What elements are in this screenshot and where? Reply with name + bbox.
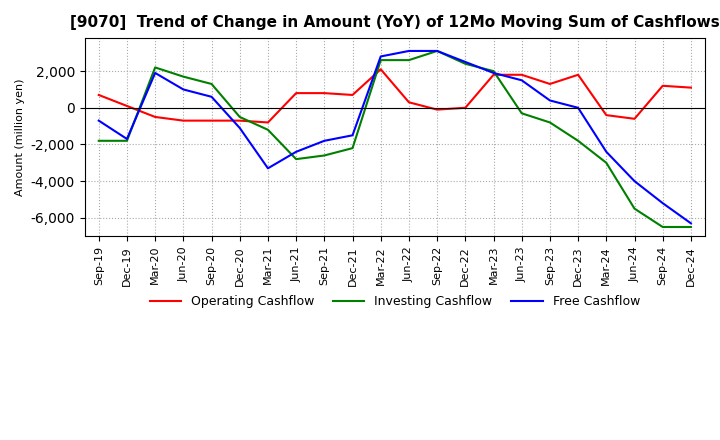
Free Cashflow — [292, 149, 300, 154]
Investing Cashflow — [489, 69, 498, 74]
Investing Cashflow — [461, 61, 469, 66]
Free Cashflow — [546, 98, 554, 103]
Free Cashflow — [207, 94, 216, 99]
Y-axis label: Amount (million yen): Amount (million yen) — [15, 78, 25, 196]
Free Cashflow — [150, 70, 159, 76]
Operating Cashflow — [405, 99, 413, 105]
Free Cashflow — [264, 166, 272, 171]
Investing Cashflow — [405, 58, 413, 63]
Investing Cashflow — [264, 127, 272, 132]
Operating Cashflow — [235, 118, 244, 123]
Investing Cashflow — [94, 138, 103, 143]
Free Cashflow — [630, 179, 639, 184]
Investing Cashflow — [377, 58, 385, 63]
Investing Cashflow — [348, 146, 357, 151]
Operating Cashflow — [94, 92, 103, 98]
Free Cashflow — [405, 48, 413, 54]
Investing Cashflow — [630, 206, 639, 211]
Free Cashflow — [235, 125, 244, 131]
Operating Cashflow — [320, 91, 328, 96]
Investing Cashflow — [658, 224, 667, 230]
Investing Cashflow — [292, 157, 300, 162]
Operating Cashflow — [546, 81, 554, 87]
Operating Cashflow — [461, 105, 469, 110]
Investing Cashflow — [179, 74, 188, 79]
Free Cashflow — [489, 70, 498, 76]
Free Cashflow — [602, 149, 611, 154]
Free Cashflow — [122, 136, 131, 142]
Operating Cashflow — [292, 91, 300, 96]
Legend: Operating Cashflow, Investing Cashflow, Free Cashflow: Operating Cashflow, Investing Cashflow, … — [145, 290, 645, 313]
Free Cashflow — [574, 105, 582, 110]
Operating Cashflow — [518, 72, 526, 77]
Operating Cashflow — [207, 118, 216, 123]
Operating Cashflow — [377, 66, 385, 72]
Free Cashflow — [377, 54, 385, 59]
Operating Cashflow — [630, 116, 639, 121]
Free Cashflow — [179, 87, 188, 92]
Operating Cashflow — [150, 114, 159, 120]
Operating Cashflow — [122, 103, 131, 109]
Free Cashflow — [461, 59, 469, 65]
Investing Cashflow — [433, 48, 441, 54]
Operating Cashflow — [264, 120, 272, 125]
Investing Cashflow — [602, 160, 611, 165]
Free Cashflow — [94, 118, 103, 123]
Operating Cashflow — [179, 118, 188, 123]
Operating Cashflow — [602, 113, 611, 118]
Operating Cashflow — [489, 72, 498, 77]
Investing Cashflow — [546, 120, 554, 125]
Investing Cashflow — [122, 138, 131, 143]
Free Cashflow — [433, 48, 441, 54]
Investing Cashflow — [687, 224, 696, 230]
Free Cashflow — [687, 221, 696, 226]
Line: Operating Cashflow: Operating Cashflow — [99, 69, 691, 122]
Investing Cashflow — [150, 65, 159, 70]
Title: [9070]  Trend of Change in Amount (YoY) of 12Mo Moving Sum of Cashflows: [9070] Trend of Change in Amount (YoY) o… — [70, 15, 720, 30]
Investing Cashflow — [518, 110, 526, 116]
Free Cashflow — [658, 201, 667, 206]
Investing Cashflow — [207, 81, 216, 87]
Operating Cashflow — [658, 83, 667, 88]
Operating Cashflow — [574, 72, 582, 77]
Operating Cashflow — [348, 92, 357, 98]
Operating Cashflow — [687, 85, 696, 90]
Line: Free Cashflow: Free Cashflow — [99, 51, 691, 224]
Free Cashflow — [320, 138, 328, 143]
Investing Cashflow — [320, 153, 328, 158]
Investing Cashflow — [574, 138, 582, 143]
Line: Investing Cashflow: Investing Cashflow — [99, 51, 691, 227]
Operating Cashflow — [433, 107, 441, 112]
Investing Cashflow — [235, 114, 244, 120]
Free Cashflow — [518, 77, 526, 83]
Free Cashflow — [348, 132, 357, 138]
